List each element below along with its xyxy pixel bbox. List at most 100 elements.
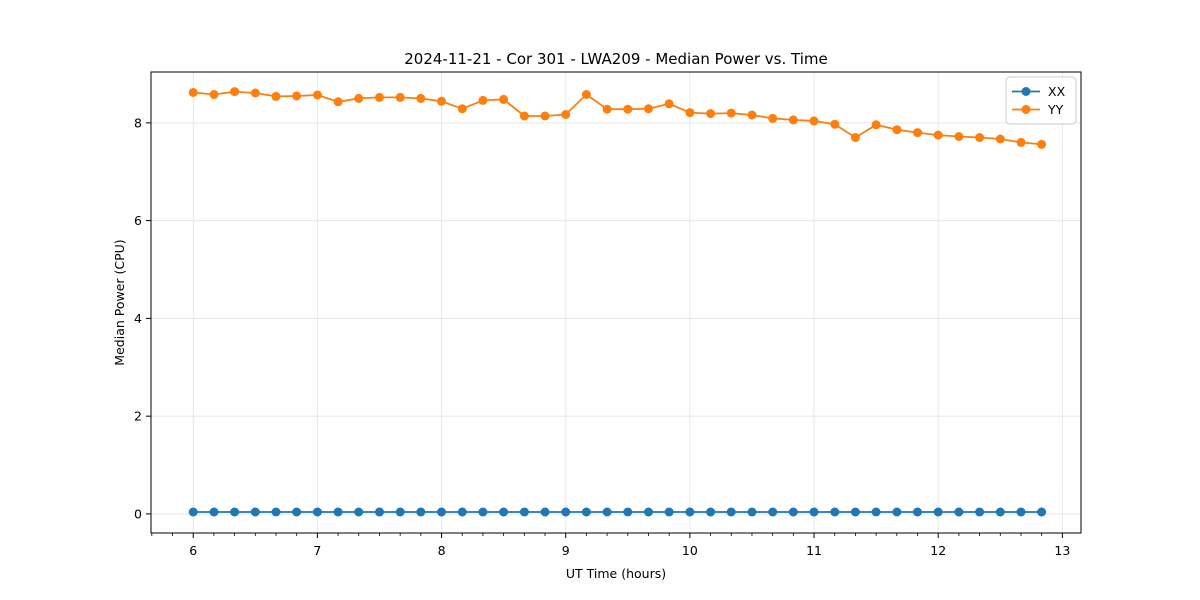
data-point-xx (457, 507, 467, 517)
data-point-yy (333, 97, 343, 107)
data-point-yy (788, 115, 798, 125)
data-point-yy (975, 133, 985, 142)
data-point-yy (602, 104, 612, 114)
data-point-yy (954, 132, 964, 141)
data-point-xx (478, 507, 488, 517)
legend-label-yy: YY (1047, 102, 1064, 117)
data-point-xx (892, 507, 902, 517)
data-point-yy (995, 134, 1005, 144)
data-point-xx (499, 507, 509, 517)
y-tick-label: 2 (134, 409, 142, 424)
data-point-yy (292, 91, 302, 101)
x-tick-label: 11 (806, 543, 822, 558)
series-layer (188, 87, 1047, 517)
legend: XX YY (1005, 76, 1077, 125)
data-point-yy (1037, 139, 1047, 149)
data-point-yy (644, 104, 653, 114)
data-point-yy (478, 95, 488, 105)
data-point-xx (375, 507, 384, 517)
data-point-yy (933, 130, 943, 140)
data-point-xx (292, 507, 302, 517)
data-point-xx (230, 507, 240, 517)
data-point-yy (623, 104, 633, 114)
data-point-yy (664, 99, 674, 109)
data-point-yy (871, 120, 881, 130)
data-point-xx (706, 507, 716, 517)
data-point-xx (623, 507, 633, 517)
data-point-yy (540, 111, 550, 121)
x-tick-label: 7 (313, 543, 321, 558)
data-point-yy (747, 110, 757, 120)
data-point-xx (395, 507, 405, 517)
data-point-xx (664, 507, 674, 517)
data-point-xx (788, 507, 798, 517)
data-point-yy (395, 92, 405, 102)
data-point-xx (333, 507, 343, 517)
data-point-xx (747, 507, 757, 517)
data-point-xx (685, 507, 695, 517)
grid-layer (151, 72, 1081, 533)
data-point-xx (871, 507, 881, 517)
data-point-xx (271, 507, 281, 517)
y-tick-label: 4 (134, 311, 142, 326)
data-point-xx (540, 507, 550, 517)
data-point-xx (437, 507, 446, 517)
data-point-xx (581, 507, 591, 517)
legend-marker-xx-icon (1021, 87, 1031, 96)
x-tick-label: 8 (438, 543, 446, 558)
data-point-xx (809, 507, 819, 517)
data-point-xx (250, 507, 260, 517)
data-point-yy (726, 108, 736, 118)
data-point-yy (892, 125, 902, 135)
axis-layer: 6 7 8 9 10 11 12 13 0 2 4 6 8 (134, 115, 1070, 558)
data-point-yy (312, 90, 322, 100)
y-tick-label: 0 (134, 506, 142, 521)
data-point-yy (375, 92, 384, 102)
data-point-xx (1037, 507, 1047, 517)
data-point-yy (230, 87, 240, 97)
data-point-xx (975, 507, 985, 517)
data-point-xx (913, 507, 922, 517)
x-tick-label: 12 (930, 543, 946, 558)
legend-label-xx: XX (1048, 84, 1066, 99)
data-point-yy (499, 94, 509, 104)
x-tick-label: 9 (562, 543, 570, 558)
data-point-xx (726, 507, 736, 517)
data-point-xx (519, 507, 529, 517)
data-point-yy (250, 88, 260, 98)
data-point-yy (188, 88, 198, 97)
y-tick-label: 8 (134, 115, 142, 130)
y-tick-label: 6 (134, 213, 142, 228)
data-point-yy (913, 128, 922, 138)
data-point-yy (809, 116, 819, 126)
x-axis-label: UT Time (hours) (566, 566, 666, 581)
data-point-yy (561, 110, 571, 119)
data-point-xx (354, 507, 364, 517)
data-point-xx (312, 507, 322, 517)
data-point-xx (850, 507, 860, 517)
data-point-xx (188, 507, 198, 517)
data-point-xx (933, 507, 943, 517)
data-point-xx (995, 507, 1005, 517)
chart-title: 2024-11-21 - Cor 301 - LWA209 - Median P… (404, 50, 828, 68)
data-point-xx (830, 507, 840, 517)
data-point-yy (519, 111, 529, 121)
series-line-yy (192, 90, 1043, 146)
data-point-yy (437, 96, 446, 106)
data-point-xx (416, 507, 426, 517)
y-axis-label: Median Power (CPU) (112, 239, 127, 365)
data-point-yy (271, 91, 281, 101)
legend-box (1005, 76, 1077, 125)
data-point-yy (685, 108, 695, 118)
x-tick-label: 6 (189, 543, 197, 558)
data-point-yy (850, 133, 860, 142)
data-point-xx (602, 507, 612, 517)
legend-marker-yy-icon (1021, 105, 1031, 114)
x-tick-label: 13 (1054, 543, 1070, 558)
data-point-yy (581, 90, 591, 99)
x-tick-label: 10 (682, 543, 698, 558)
data-point-xx (561, 507, 571, 517)
data-point-xx (209, 507, 219, 517)
